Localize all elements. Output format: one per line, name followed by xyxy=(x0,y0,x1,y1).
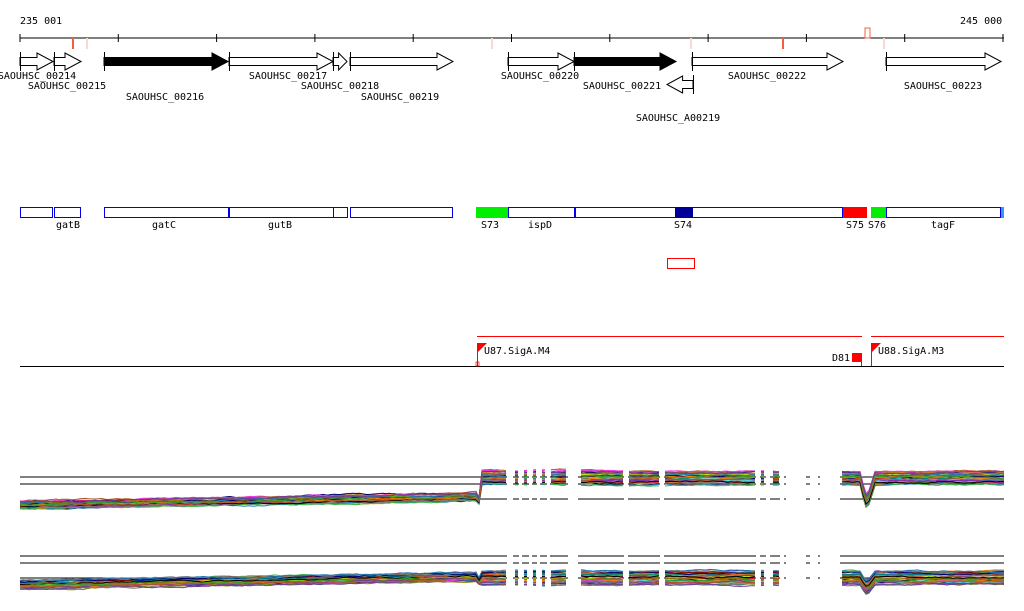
gene-saouhsc_00218[interactable]: SAOUHSC_00218 xyxy=(301,51,379,92)
segment[interactable] xyxy=(20,207,53,218)
gene-arrow xyxy=(885,52,1003,71)
expression-line xyxy=(19,577,1005,591)
gene-arrow xyxy=(665,75,694,94)
segment[interactable] xyxy=(333,207,348,218)
segment-label: tagF xyxy=(931,220,955,231)
expression-profiles xyxy=(19,455,1005,595)
expression-line xyxy=(19,474,1005,506)
segment-label: gatB xyxy=(56,220,80,231)
gene-saouhsc_00222[interactable]: SAOUHSC_00222 xyxy=(691,52,845,82)
gene-label: SAOUHSC_00219 xyxy=(361,92,439,103)
segment[interactable] xyxy=(350,207,453,218)
promoter-U88[interactable]: U88.SigA.M3 xyxy=(871,343,944,366)
gene-label: SAOUHSC_00217 xyxy=(249,71,327,82)
ruler-marker xyxy=(491,38,493,49)
segment-label: gatC xyxy=(152,220,176,231)
gene-saouhsc_00223[interactable]: SAOUHSC_00223 xyxy=(885,52,1003,92)
gene-arrow xyxy=(507,52,576,71)
ruler-start-label: 235 001 xyxy=(20,16,62,27)
terminator-icon xyxy=(852,353,861,362)
gene-label: SAOUHSC_00223 xyxy=(904,81,982,92)
gene-arrow xyxy=(332,51,348,72)
segment-S76[interactable] xyxy=(871,207,886,218)
segment[interactable] xyxy=(575,207,843,218)
segment-tagF[interactable] xyxy=(886,207,1001,218)
gene-arrow xyxy=(19,52,55,71)
promoter-track: U87.SigA.M4 D81 U88.SigA.M3 xyxy=(20,336,1004,367)
expression-line xyxy=(19,480,1005,508)
flag-icon xyxy=(871,343,881,353)
promoter-label: U88.SigA.M3 xyxy=(878,346,944,357)
ruler-marker xyxy=(883,38,885,49)
ruler-marker xyxy=(782,38,784,49)
gene-label: SAOUHSC_A00219 xyxy=(636,113,720,124)
segment-gatB[interactable] xyxy=(54,207,81,218)
segment-label: S75 xyxy=(846,220,864,231)
gene-label: SAOUHSC_00222 xyxy=(728,71,806,82)
segment-label: S73 xyxy=(481,220,499,231)
gene-arrow xyxy=(573,52,678,71)
expression-line xyxy=(19,469,1005,503)
terminator-D81[interactable]: D81 xyxy=(832,353,862,366)
ruler-marker xyxy=(690,38,692,49)
gene-saouhsc_00217[interactable]: SAOUHSC_00217 xyxy=(228,52,335,82)
ruler-marker xyxy=(864,27,871,39)
gene-saouhsc_00214[interactable]: SAOUHSC_00214 xyxy=(0,52,76,82)
gene-saouhsc_a00219[interactable]: SAOUHSC_A00219 xyxy=(636,75,720,124)
segment-label: S74 xyxy=(674,220,692,231)
gene-saouhsc_00219[interactable]: SAOUHSC_00219 xyxy=(349,52,455,103)
ruler-end-label: 245 000 xyxy=(960,16,1002,27)
expression-line xyxy=(19,577,1005,591)
gene-label: SAOUHSC_00216 xyxy=(126,92,204,103)
ruler-marker xyxy=(86,38,88,49)
flag-icon xyxy=(477,343,487,353)
gene-label: SAOUHSC_00220 xyxy=(501,71,579,82)
gene-saouhsc_00215[interactable]: SAOUHSC_00215 xyxy=(28,52,106,92)
segment[interactable] xyxy=(1001,207,1004,218)
expression-line xyxy=(19,579,1005,594)
gene-label: SAOUHSC_00215 xyxy=(28,81,106,92)
segment-gatC[interactable] xyxy=(104,207,229,218)
gene-saouhsc_00221[interactable]: SAOUHSC_00221 xyxy=(573,52,678,92)
segment-gutB[interactable] xyxy=(229,207,334,218)
promoter-label: U87.SigA.M4 xyxy=(484,346,550,357)
segment-label: ispD xyxy=(528,220,552,231)
gene-arrow xyxy=(349,52,455,71)
segment-label: gutB xyxy=(268,220,292,231)
segment-ispD[interactable] xyxy=(508,207,575,218)
gene-saouhsc_00220[interactable]: SAOUHSC_00220 xyxy=(501,52,579,82)
ruler-marker xyxy=(72,38,74,49)
expression-line xyxy=(19,574,1005,587)
segment-S74[interactable] xyxy=(675,207,693,218)
segment-label: S76 xyxy=(868,220,886,231)
gene-arrow xyxy=(53,52,83,71)
feature-box[interactable] xyxy=(667,258,695,269)
gene-arrow xyxy=(691,52,845,71)
gene-saouhsc_00216[interactable]: SAOUHSC_00216 xyxy=(103,52,230,103)
promoter-U87[interactable]: U87.SigA.M4 xyxy=(475,343,550,367)
gene-label: SAOUHSC_00214 xyxy=(0,71,76,82)
expression-line xyxy=(19,568,1005,582)
gene-arrow xyxy=(103,52,230,71)
expression-line xyxy=(19,470,1005,504)
segment-S73[interactable] xyxy=(476,207,508,218)
ruler: 235 001 245 000 xyxy=(19,16,1004,49)
terminator-label: D81 xyxy=(832,353,850,364)
gene-arrow xyxy=(228,52,335,71)
gene-label: SAOUHSC_00221 xyxy=(583,81,661,92)
gene-label: SAOUHSC_00218 xyxy=(301,81,379,92)
segment-S75[interactable] xyxy=(843,207,867,218)
expression-line xyxy=(19,477,1005,507)
segment-track: gatB gatC gutB S73 ispD S74 S75 S76 tagF xyxy=(20,207,1004,231)
